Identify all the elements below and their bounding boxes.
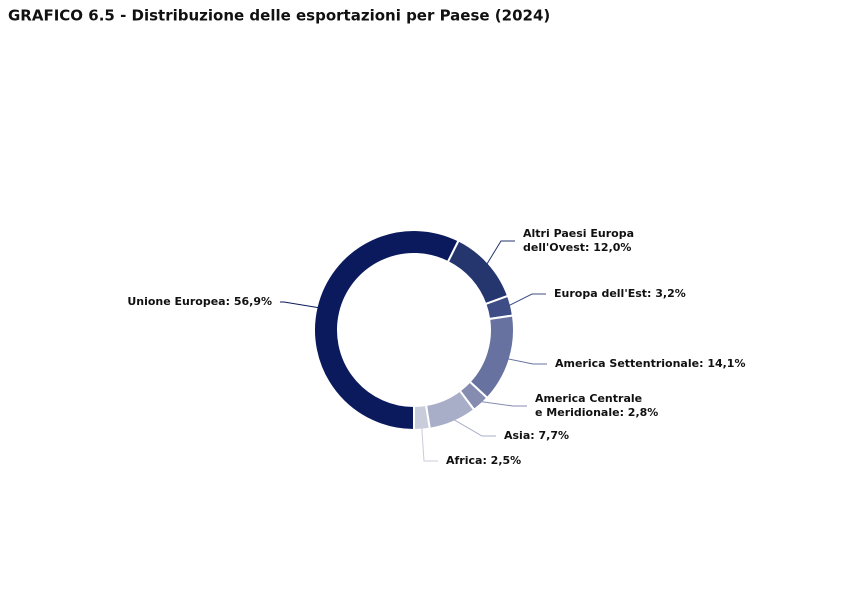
data-label: dell'Ovest: 12,0%	[523, 241, 631, 254]
chart-title: GRAFICO 6.5 - Distribuzione delle esport…	[8, 7, 550, 25]
data-label: Africa: 2,5%	[446, 454, 521, 467]
data-label: Asia: 7,7%	[504, 429, 569, 442]
data-label: Altri Paesi Europa	[523, 227, 634, 240]
donut-slice	[413, 403, 431, 432]
donut-slice	[313, 229, 460, 432]
leader-line	[451, 417, 496, 437]
leader-line	[485, 240, 515, 267]
leader-line	[506, 293, 546, 307]
leader-line	[478, 400, 527, 407]
data-label: America Settentrionale: 14,1%	[555, 357, 745, 370]
data-label: America Centrale	[535, 392, 642, 405]
leader-line	[505, 357, 547, 365]
leader-line	[280, 301, 321, 309]
leader-line	[421, 425, 438, 462]
data-label: Europa dell'Est: 3,2%	[554, 287, 686, 300]
data-label: Unione Europea: 56,9%	[127, 295, 272, 308]
data-label: e Meridionale: 2,8%	[535, 406, 658, 419]
donut-slice	[446, 239, 510, 306]
donut-slice	[468, 314, 515, 400]
